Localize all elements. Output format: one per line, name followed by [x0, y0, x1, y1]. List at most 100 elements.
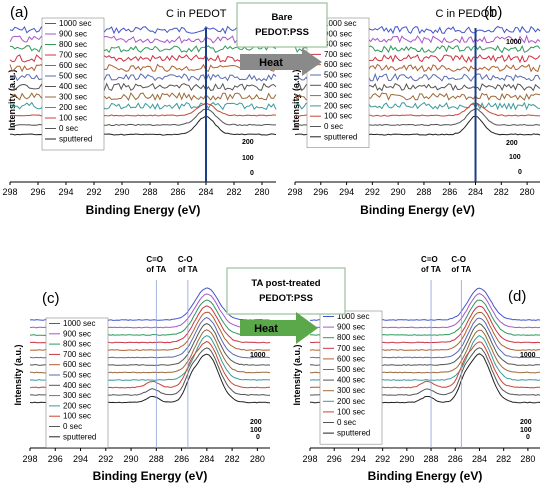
x-tick-label: 282 [225, 454, 240, 464]
x-tick-label: 294 [73, 454, 88, 464]
y-axis-title: Intensity (a.u.) [7, 69, 17, 130]
peak-annotation: C in PEDOT [436, 8, 497, 20]
heat-label-bottom: Heat [254, 323, 278, 335]
series-end-label: 200 [242, 139, 254, 146]
peak-annotation-line: of TA [146, 265, 166, 274]
x-tick-label: 282 [226, 187, 241, 197]
x-tick-label: 298 [302, 454, 317, 464]
legend-entry: 900 sec [59, 30, 87, 39]
heat-arrow-top [240, 48, 322, 76]
x-tick-label: 296 [327, 454, 342, 464]
bare-pedot-box-group: Bare PEDOT:PSS Heat [236, 2, 328, 76]
legend-entry: sputtered [337, 429, 370, 438]
legend-entry: 600 sec [324, 60, 352, 69]
legend-entry: 800 sec [63, 340, 91, 349]
x-tick-label: 298 [287, 187, 302, 197]
bare-pedot-title: Bare PEDOT:PSS [255, 12, 309, 38]
peak-annotation: C in PEDOT [166, 8, 227, 20]
heat-arrow-bottom [240, 312, 318, 344]
legend-entry: 800 sec [324, 40, 352, 49]
panel-c: 298 296 294 292 290 288 286 284 282 280 Binding En… [13, 255, 271, 483]
legend-entry: 200 sec [337, 397, 365, 406]
x-tick-label: 284 [198, 187, 213, 197]
x-tick-label: 292 [375, 454, 390, 464]
peak-annotation-line: C=O [421, 255, 438, 264]
ta-pedot-title: TA post-treated PEDOT:PSS [251, 278, 320, 304]
x-tick-label: 280 [520, 454, 535, 464]
legend-entry: 200 sec [324, 101, 352, 110]
x-tick-label: 284 [468, 187, 483, 197]
bare-pedot-title-line: Bare [271, 12, 292, 23]
series-end-label: 200 [506, 140, 518, 147]
series-end-label: 0 [518, 169, 522, 176]
series-end-label: 100 [242, 155, 254, 162]
peak-annotation-line: of TA [178, 265, 198, 274]
x-tick-label: 290 [391, 187, 406, 197]
ta-pedot-title-line: PEDOT:PSS [259, 293, 313, 304]
y-axis-title: Intensity (a.u.) [292, 344, 302, 405]
panel-d: 298 296 294 292 290 288 286 284 282 280 Binding En… [292, 255, 541, 483]
legend-entry: 700 sec [324, 50, 352, 59]
ta-pedot-title-line: TA post-treated [251, 278, 320, 289]
series-end-label: 100 [250, 427, 262, 434]
legend-entry: 1000 sec [337, 312, 369, 321]
legend-entry: 200 sec [63, 401, 91, 410]
peak-annotation: C-Oof TA [178, 255, 198, 274]
legend-entry: 100 sec [324, 112, 352, 121]
x-tick-label: 280 [520, 187, 535, 197]
x-tick-label: 288 [149, 454, 164, 464]
peak-annotation: C=Oof TA [146, 255, 166, 274]
ta-pedot-box [226, 267, 346, 315]
x-tick-label: 284 [199, 454, 214, 464]
legend-entry: 200 sec [59, 103, 87, 112]
x-tick-label: 282 [494, 187, 509, 197]
legend-entry: 700 sec [59, 51, 87, 60]
peak-annotation-line: C=O [146, 255, 163, 264]
legend-entry: sputtered [324, 132, 357, 141]
legend-entry: 600 sec [63, 360, 91, 369]
x-tick-label: 282 [496, 454, 511, 464]
legend-entry: 500 sec [324, 71, 352, 80]
x-tick-label: 294 [339, 187, 354, 197]
x-tick-label: 280 [254, 187, 269, 197]
legend-entry: 400 sec [59, 82, 87, 91]
legend-entry: 300 sec [59, 93, 87, 102]
ta-pedot-box-group: TA post-treated PEDOT:PSS Heat [226, 267, 346, 344]
legend-entry: 100 sec [63, 412, 91, 421]
legend-entry: 600 sec [337, 354, 365, 363]
heat-label-top: Heat [259, 57, 283, 69]
legend-entry: 0 sec [337, 418, 356, 427]
x-tick-label: 292 [86, 187, 101, 197]
panel-label: (d) [508, 288, 526, 305]
legend-entry: 100 sec [337, 407, 365, 416]
peak-annotation: C-Oof TA [451, 255, 471, 274]
legend-entry: 100 sec [59, 114, 87, 123]
series-end-label: 100 [520, 427, 532, 434]
x-tick-label: 292 [98, 454, 113, 464]
legend-entry: 1000 sec [63, 319, 95, 328]
panel-b: 298 296 294 292 290 288 286 284 282 280 Binding En… [287, 4, 541, 217]
y-axis-title: Intensity (a.u.) [291, 69, 301, 130]
series-end-label: 0 [526, 434, 530, 441]
legend-entry: 0 sec [63, 422, 82, 431]
series-end-label: 0 [250, 170, 254, 177]
series-end-label: 200 [250, 419, 262, 426]
x-tick-label: 290 [114, 187, 129, 197]
peak-annotation: C=Oof TA [421, 255, 441, 274]
x-tick-label: 296 [48, 454, 63, 464]
legend-entry: 0 sec [324, 122, 343, 131]
peak-annotation-line: C-O [451, 255, 466, 264]
x-tick-label: 286 [174, 454, 189, 464]
x-axis-title: Binding Energy (eV) [360, 203, 475, 217]
legend-entry: 900 sec [324, 29, 352, 38]
legend-entry: 500 sec [63, 371, 91, 380]
bare-pedot-title-line: PEDOT:PSS [255, 27, 309, 38]
legend-entry: 1000 sec [324, 19, 356, 28]
legend-entry: 900 sec [337, 323, 365, 332]
legend-entry: 400 sec [337, 376, 365, 385]
x-tick-label: 286 [448, 454, 463, 464]
x-tick-label: 286 [170, 187, 185, 197]
